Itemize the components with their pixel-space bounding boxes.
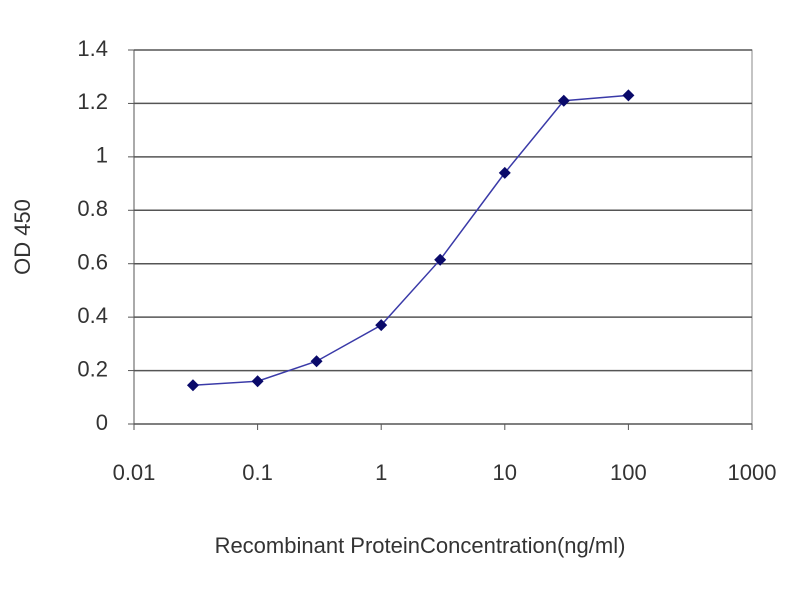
plot-area — [133, 49, 753, 425]
x-tick-label: 10 — [493, 460, 517, 485]
data-point — [251, 375, 264, 388]
data-point — [186, 379, 199, 392]
y-tick-label: 1.2 — [77, 89, 108, 114]
y-tick-label: 0.6 — [77, 250, 108, 275]
x-tick-label: 1000 — [728, 460, 777, 485]
x-tick-label: 100 — [610, 460, 647, 485]
data-point — [434, 253, 447, 266]
y-tick-label: 1 — [96, 143, 108, 168]
y-tick-label: 0.4 — [77, 303, 108, 328]
y-tick-label: 0 — [96, 410, 108, 435]
y-tick-label: 0.2 — [77, 356, 108, 381]
x-axis-title: Recombinant ProteinConcentration(ng/ml) — [215, 533, 626, 558]
data-point — [622, 89, 635, 102]
x-tick-label: 0.01 — [113, 460, 156, 485]
data-point — [375, 319, 388, 332]
y-tick-label: 0.8 — [77, 196, 108, 221]
data-point — [310, 355, 323, 368]
data-point — [557, 94, 570, 107]
y-tick-label: 1.4 — [77, 36, 108, 61]
series-line — [192, 94, 629, 387]
x-tick-label: 0.1 — [242, 460, 273, 485]
x-tick-label: 1 — [375, 460, 387, 485]
data-point — [498, 166, 511, 179]
y-axis-title: OD 450 — [10, 199, 35, 275]
